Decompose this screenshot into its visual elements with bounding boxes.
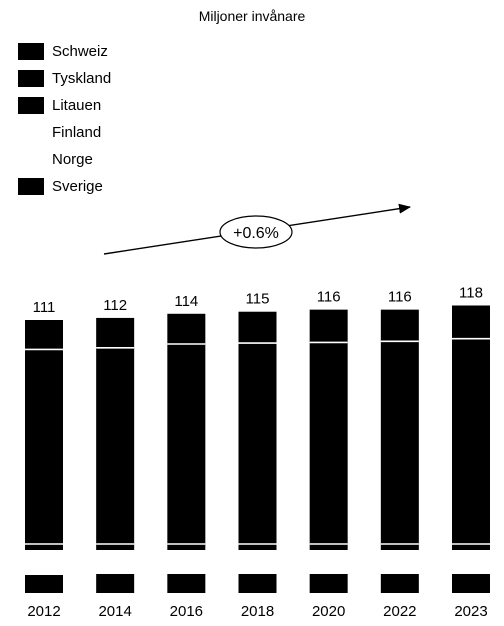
x-tick-label-2014: 2014 xyxy=(98,603,131,620)
bar-stack-2022 xyxy=(380,309,419,550)
bar-segment-sverige-2018 xyxy=(238,574,277,593)
growth-bubble xyxy=(219,215,293,249)
bar-stack-2016 xyxy=(167,313,206,550)
chart-unit-label: Miljoner invånare xyxy=(198,8,306,24)
bar-total-label-2018: 115 xyxy=(246,291,270,308)
legend-label-tyskland: Tyskland xyxy=(52,70,112,87)
growth-annotation: +0.6% xyxy=(103,203,411,255)
bar-segment-sverige-2020 xyxy=(309,574,348,593)
legend-swatch-norge xyxy=(18,151,44,168)
bar-stack-2018 xyxy=(238,311,277,550)
legend-label-schweiz: Schweiz xyxy=(52,43,108,60)
legend-item-norge: Norge xyxy=(18,146,111,173)
x-tick-label-2016: 2016 xyxy=(170,603,203,620)
bar-segment-sverige-2023 xyxy=(452,574,490,593)
x-tick-label-2012: 2012 xyxy=(27,603,60,620)
legend-swatch-litauen xyxy=(18,97,44,114)
bar-segment-sverige-2022 xyxy=(380,574,419,593)
legend-swatch-finland xyxy=(18,124,44,141)
legend-item-litauen: Litauen xyxy=(18,92,111,119)
bar-total-label-2016: 114 xyxy=(174,293,198,310)
bar-segment-sverige-2016 xyxy=(167,574,206,593)
legend-swatch-sverige xyxy=(18,178,44,195)
growth-label: +0.6% xyxy=(233,225,279,242)
bar-total-label-2022: 116 xyxy=(388,289,412,306)
legend-label-norge: Norge xyxy=(52,151,93,168)
bar-total-label-2020: 116 xyxy=(317,289,341,306)
bar-total-label-2014: 112 xyxy=(103,297,127,314)
legend-item-tyskland: Tyskland xyxy=(18,65,111,92)
x-tick-label-2020: 2020 xyxy=(312,603,345,620)
legend-item-schweiz: Schweiz xyxy=(18,38,111,65)
bar-segment-sverige-2014 xyxy=(96,574,135,593)
legend-label-sverige: Sverige xyxy=(52,178,103,195)
legend-label-litauen: Litauen xyxy=(52,97,102,114)
bar-stack-2012 xyxy=(25,320,63,550)
x-tick-label-2023: 2023 xyxy=(454,603,487,620)
legend-swatch-schweiz xyxy=(18,43,44,60)
bars-group: 111 2012 112 2014 114 2016 115 2018 116 2020 116 20… xyxy=(25,284,490,620)
legend-swatch-tyskland xyxy=(18,70,44,87)
bar-stack-2020 xyxy=(309,309,348,550)
legend-item-sverige: Sverige xyxy=(18,173,111,200)
legend-label-finland: Finland xyxy=(52,124,102,141)
bar-total-label-2012: 111 xyxy=(33,299,56,316)
bar-stack-2014 xyxy=(96,317,135,550)
x-tick-label-2022: 2022 xyxy=(383,603,416,620)
bar-total-label-2023: 118 xyxy=(459,284,483,301)
legend-item-finland: Finland xyxy=(18,119,111,146)
chart-legend: Schweiz Tyskland Litauen Finland Norge S… xyxy=(18,38,111,200)
bar-segment-sverige-2012 xyxy=(25,575,63,593)
bar-stack-2023 xyxy=(452,305,490,550)
x-tick-label-2018: 2018 xyxy=(241,603,274,620)
